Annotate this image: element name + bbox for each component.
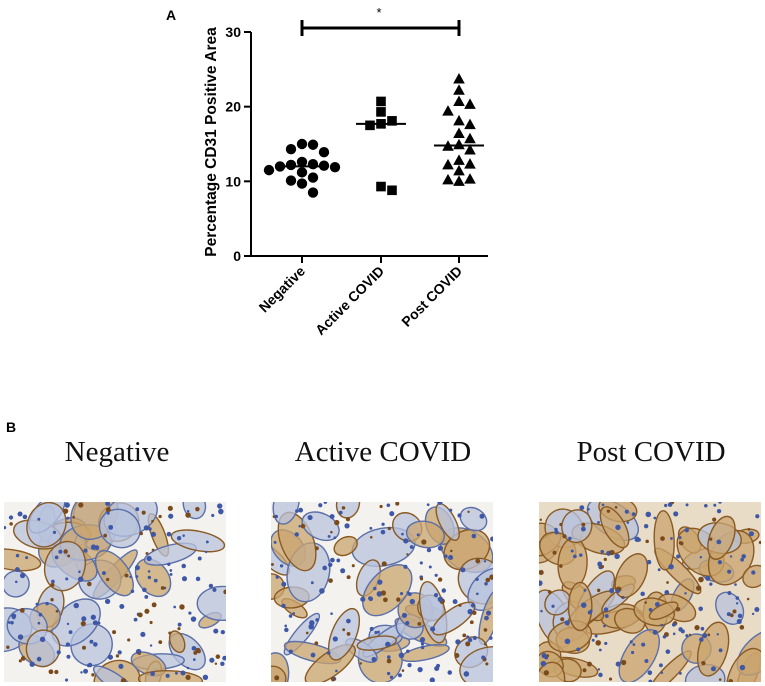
scatter-chart: 0 10 20 30 Negative Active COVID Post COVID Pe…: [203, 5, 488, 338]
data-point-triangle: [464, 173, 476, 184]
data-point-circle: [307, 158, 319, 170]
chart-marks: [263, 73, 484, 198]
data-point-triangle: [453, 114, 465, 126]
data-point-square: [376, 181, 386, 192]
data-point-circle: [307, 139, 319, 150]
data-point-circle: [296, 178, 308, 189]
y-tick-label: 0: [233, 248, 241, 264]
data-point-triangle: [453, 84, 465, 95]
x-tick-label: Active COVID: [312, 263, 387, 338]
data-point-circle: [285, 159, 297, 171]
image-title-post-covid: Post COVID: [576, 436, 726, 468]
data-point-triangle: [453, 154, 465, 165]
data-point-triangle: [464, 158, 476, 169]
data-point-triangle: [442, 105, 454, 116]
micrograph-post-covid: [539, 502, 761, 682]
data-point-triangle: [464, 98, 476, 109]
data-point-circle: [296, 156, 308, 168]
data-point-square: [376, 107, 386, 117]
y-tick-label: 30: [225, 24, 241, 40]
data-point-circle: [296, 167, 308, 178]
panel-label-b: B: [6, 419, 17, 435]
micrograph-negative: [4, 502, 226, 682]
significance-star: *: [376, 5, 381, 20]
image-title-negative: Negative: [64, 436, 170, 468]
y-axis-label: Percentage CD31 Positive Area: [203, 27, 220, 257]
image-title-active-covid: Active COVID: [294, 436, 472, 468]
data-point-triangle: [453, 138, 465, 150]
y-tick-label: 10: [225, 173, 241, 189]
data-point-circle: [285, 144, 297, 155]
data-point-triangle: [464, 143, 476, 155]
x-tick-label: Post COVID: [398, 263, 465, 330]
data-point-circle: [285, 175, 297, 186]
data-point-circle: [263, 164, 275, 176]
data-point-triangle: [464, 118, 476, 130]
data-point-triangle: [442, 158, 454, 170]
data-point-square: [387, 116, 397, 126]
data-point-triangle: [453, 73, 465, 84]
data-point-square: [376, 96, 386, 107]
data-point-circle: [318, 147, 330, 158]
data-point-square: [365, 120, 375, 131]
data-point-triangle: [453, 95, 465, 106]
data-point-triangle: [453, 127, 465, 139]
panel-label-a: A: [166, 7, 177, 23]
data-point-circle: [307, 187, 319, 198]
data-point-triangle: [453, 164, 465, 176]
micrograph-active-covid: [271, 502, 493, 682]
data-point-circle: [296, 138, 308, 150]
data-point-circle: [329, 161, 341, 173]
y-tick-label: 20: [225, 99, 241, 115]
data-point-circle: [307, 172, 319, 183]
data-point-triangle: [464, 132, 476, 144]
data-point-triangle: [453, 175, 465, 186]
data-point-square: [387, 185, 397, 196]
data-point-triangle: [442, 173, 454, 185]
x-tick-label: Negative: [256, 263, 309, 316]
